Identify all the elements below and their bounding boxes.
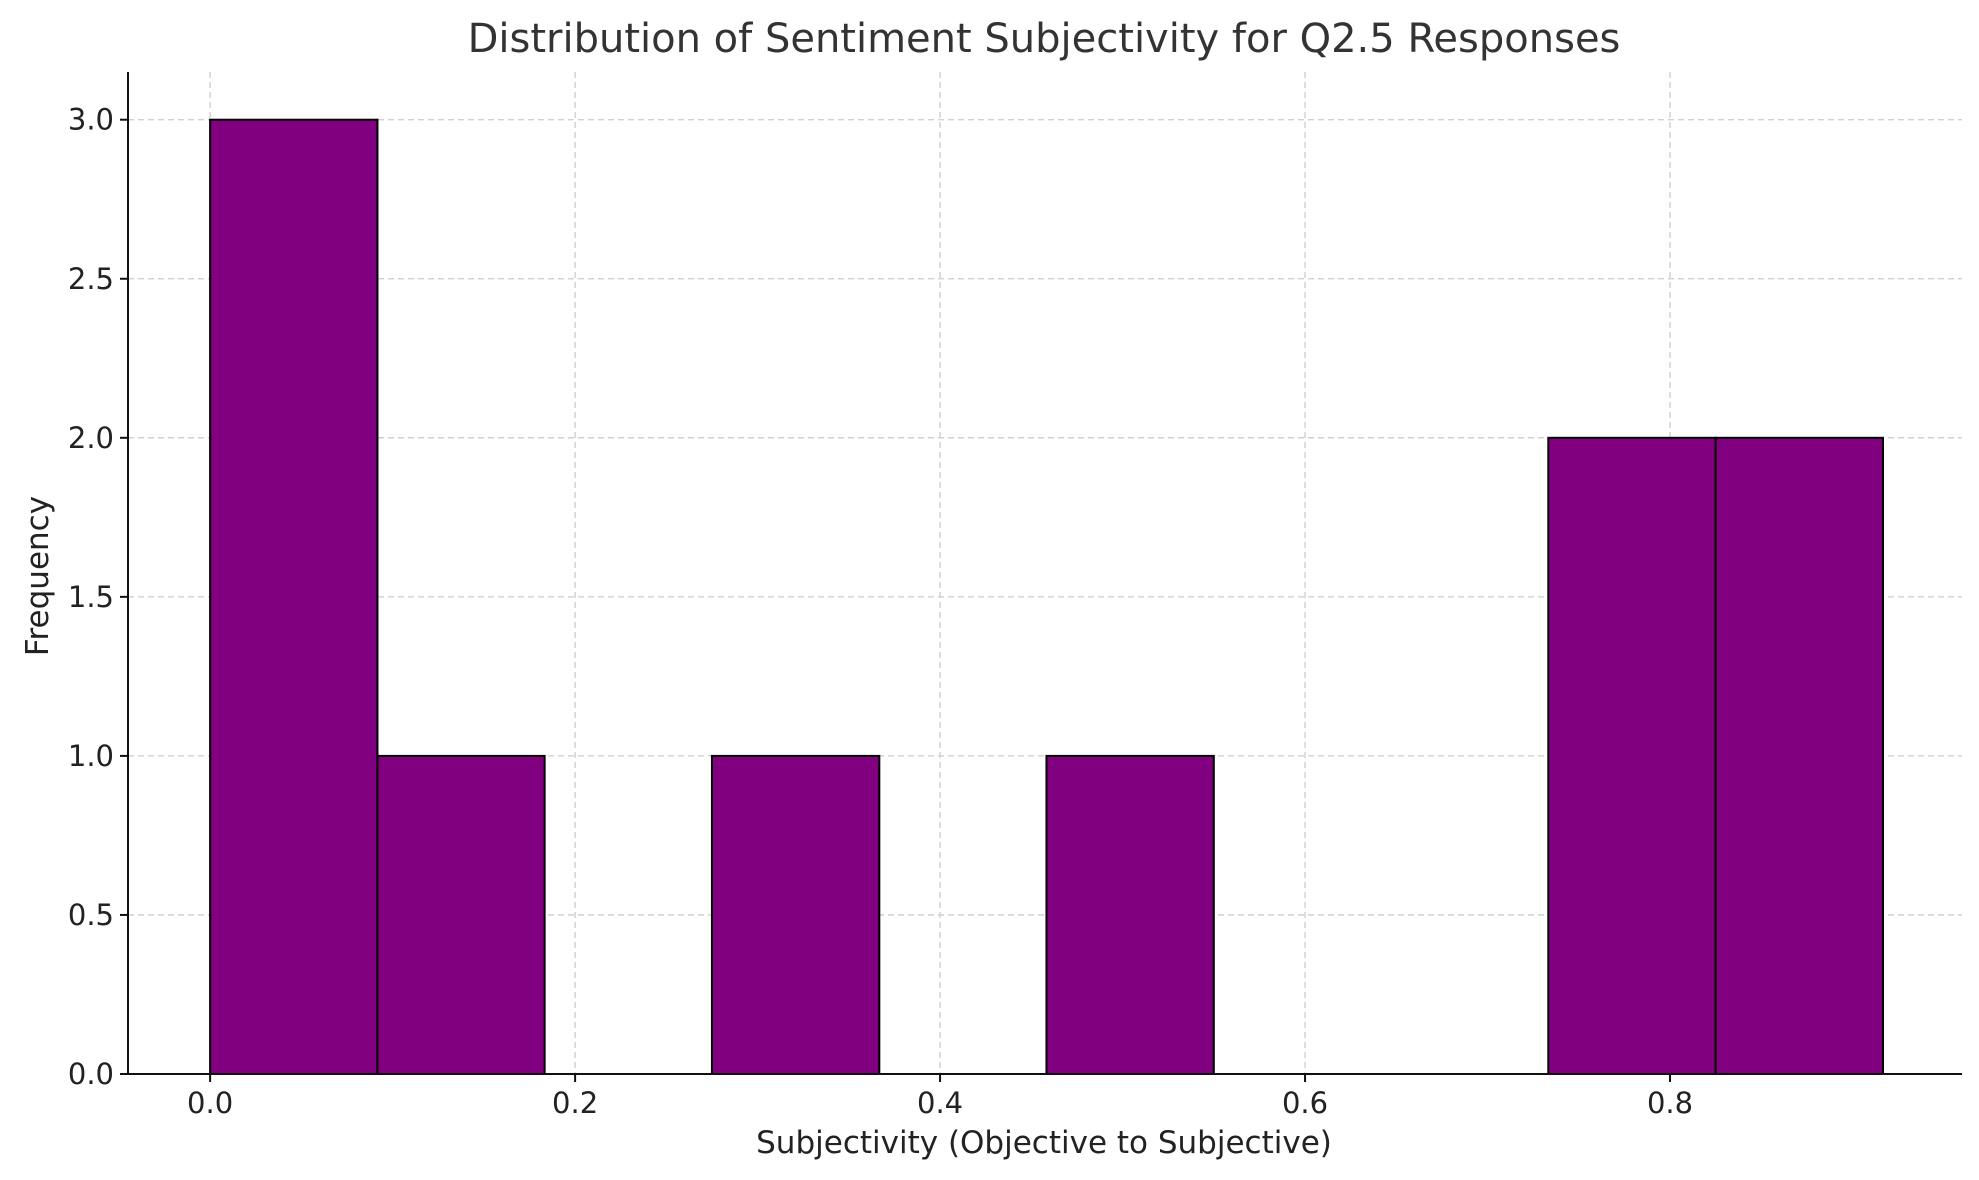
y-tick-label: 0.5 xyxy=(68,898,114,932)
chart-title: Distribution of Sentiment Subjectivity f… xyxy=(468,16,1621,62)
histogram-bar xyxy=(209,118,379,1075)
y-tick-label: 1.5 xyxy=(68,580,114,614)
x-tick-label: 0.4 xyxy=(917,1086,963,1120)
histogram-bar xyxy=(710,754,881,1076)
y-tick-label: 0.0 xyxy=(68,1057,114,1091)
x-tick-label: 0.0 xyxy=(187,1086,233,1120)
axes-layer xyxy=(127,72,1962,1075)
x-tick-label: 0.2 xyxy=(552,1086,598,1120)
histogram-bar xyxy=(1045,754,1215,1076)
histogram-bar xyxy=(376,754,546,1076)
y-tick-label: 3.0 xyxy=(68,103,114,137)
y-tick-label: 2.0 xyxy=(68,421,114,455)
x-tick-label: 0.8 xyxy=(1647,1086,1693,1120)
y-axis-label: Frequency xyxy=(20,496,56,656)
ticks-layer: 0.0 0.2 0.4 0.6 0.8 0.0 0.5 1.0 1.5 2.0 2.5 3.0 xyxy=(68,103,1693,1120)
histogram-bar xyxy=(1547,436,1717,1075)
y-tick-label: 2.5 xyxy=(68,262,114,296)
histogram-bar xyxy=(1714,436,1884,1075)
y-tick-label: 1.0 xyxy=(68,739,114,773)
x-tick-label: 0.6 xyxy=(1282,1086,1328,1120)
x-axis-label: Subjectivity (Objective to Subjective) xyxy=(756,1125,1332,1161)
